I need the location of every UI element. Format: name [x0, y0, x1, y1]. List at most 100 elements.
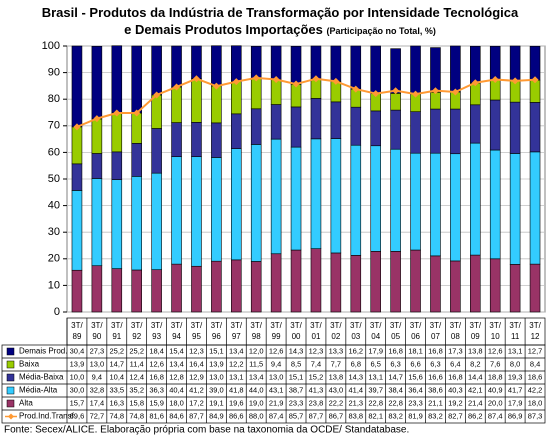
table-value: 15,1 — [209, 346, 224, 355]
bar-segment — [350, 45, 362, 90]
table-value: 16,6 — [428, 372, 443, 381]
table-value: 86,9 — [508, 411, 523, 420]
table-value: 74,8 — [109, 411, 124, 420]
legend-swatch — [6, 373, 15, 382]
table-value: 16,4 — [189, 359, 204, 368]
source-note: Fonte: Secex/ALICE. Elaboração própria c… — [4, 425, 409, 436]
table-value: 23,8 — [309, 398, 324, 407]
table-value: 44,0 — [249, 385, 264, 394]
x-tick-label: 3T/03 — [350, 321, 362, 341]
table-value: 14,3 — [289, 346, 304, 355]
table-value: 32,8 — [90, 385, 105, 394]
table-value: 14,4 — [468, 372, 483, 381]
table-value: 9,4 — [271, 359, 281, 368]
bar-segment — [151, 128, 162, 174]
table-value: 82,7 — [448, 411, 463, 420]
table-value: 13,9 — [70, 359, 85, 368]
table-value: 13,0 — [90, 359, 105, 368]
x-tick-label: 3T/98 — [250, 321, 262, 341]
bar-segment — [211, 260, 222, 313]
bar-segment — [350, 255, 362, 313]
table-value: 16,8 — [428, 346, 443, 355]
table-value: 88,0 — [249, 411, 264, 420]
table-value: 18,0 — [169, 398, 184, 407]
bar-segment — [111, 268, 123, 313]
bar-segment — [489, 258, 501, 313]
x-tick-label: 3T/04 — [370, 321, 382, 341]
y-tick-label: 50 — [48, 173, 60, 185]
bar-segment — [91, 45, 103, 120]
bar-segment — [330, 138, 342, 254]
line-marker — [173, 83, 181, 91]
y-tick-label: 40 — [48, 200, 60, 212]
x-tick-label: 3T/95 — [191, 321, 203, 341]
table-value: 15,4 — [169, 346, 184, 355]
table-value: 6,6 — [410, 359, 420, 368]
bar-segment — [290, 249, 302, 313]
bar-segment — [290, 45, 302, 85]
x-tick-label: 3T/93 — [151, 321, 163, 341]
bar-segment — [290, 146, 302, 251]
bar-segment — [450, 108, 461, 155]
bar-segment — [509, 264, 521, 313]
table-value: 86,7 — [329, 411, 344, 420]
table-value: 43,0 — [329, 385, 344, 394]
bar-segment — [529, 263, 541, 313]
table-value: 13,1 — [508, 346, 523, 355]
legend-label: Alta — [19, 399, 33, 408]
table-value: 18,8 — [488, 372, 503, 381]
bar-segment — [191, 156, 202, 267]
bar-segment — [350, 144, 362, 256]
line-marker — [332, 77, 340, 85]
x-tick-label: 3T/94 — [171, 321, 183, 341]
table-value: 6,4 — [450, 359, 460, 368]
bar-segment — [91, 265, 103, 313]
bar-segment — [390, 93, 401, 111]
bar-segment — [231, 259, 242, 313]
y-tick-label: 10 — [48, 279, 60, 291]
table-value: 8,0 — [510, 359, 520, 368]
table-value: 83,8 — [348, 411, 363, 420]
x-tick-label: 3T/02 — [330, 321, 342, 341]
table-value: 41,8 — [229, 385, 244, 394]
bar-segment — [330, 252, 342, 313]
table-value: 12,3 — [189, 346, 204, 355]
bar-segment — [529, 151, 541, 265]
chart-subtitle: (Participação no Total, %) — [326, 26, 436, 36]
bar-segment — [250, 144, 262, 262]
x-tick-label: 3T/12 — [529, 321, 541, 341]
bar-segment — [91, 153, 103, 179]
table-value: 15,7 — [70, 398, 85, 407]
bar-segment — [211, 85, 222, 124]
table-value: 18,1 — [408, 346, 423, 355]
bar-segment — [71, 269, 83, 313]
line-marker — [412, 90, 420, 98]
bar-segment — [290, 84, 302, 108]
table-value: 11,5 — [249, 359, 263, 368]
bar-segment — [71, 190, 83, 271]
x-tick-label: 3T/06 — [410, 321, 422, 341]
y-tick-label: 0 — [54, 306, 60, 318]
table-value: 22,8 — [368, 398, 383, 407]
bar-segment — [370, 110, 381, 147]
table-value: 87,7 — [189, 411, 204, 420]
bar-segment — [231, 148, 242, 261]
table-value: 19,6 — [229, 398, 244, 407]
legend-label: Prod.Ind.Transf. — [19, 412, 76, 421]
table-value: 14,7 — [109, 359, 124, 368]
table-value: 13,4 — [229, 346, 244, 355]
table-value: 8,2 — [470, 359, 480, 368]
bar-segment — [310, 45, 322, 80]
table-value: 23,3 — [408, 398, 423, 407]
bar-segment — [211, 122, 222, 158]
table-value: 13,0 — [209, 372, 224, 381]
table-value: 41,7 — [508, 385, 523, 394]
table-value: 13,9 — [209, 359, 224, 368]
x-tick-label: 3T/92 — [131, 321, 143, 341]
table-value: 10,4 — [109, 372, 124, 381]
bar-segment — [450, 260, 461, 313]
table-value: 11,4 — [130, 359, 144, 368]
bar-segment — [111, 179, 123, 269]
